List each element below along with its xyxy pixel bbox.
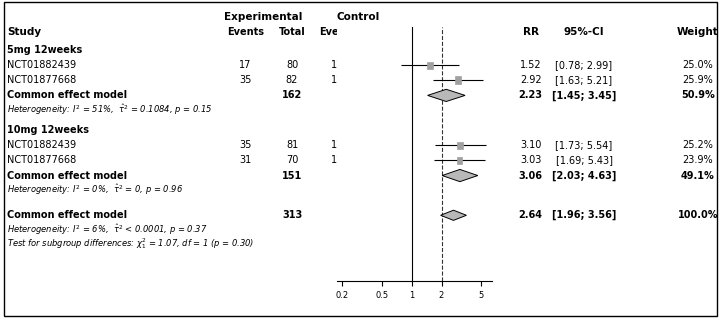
Text: NCT01882439: NCT01882439 [7, 140, 76, 150]
Text: Weight: Weight [677, 27, 719, 37]
Text: 12: 12 [331, 75, 344, 85]
Text: 86: 86 [378, 140, 389, 150]
Text: 86: 86 [378, 60, 389, 70]
Text: 3.06: 3.06 [518, 170, 543, 181]
Text: [1.73; 5.54]: [1.73; 5.54] [555, 140, 613, 150]
Polygon shape [428, 89, 465, 101]
Text: 25.0%: 25.0% [683, 60, 713, 70]
Text: 23.9%: 23.9% [683, 155, 713, 165]
Text: NCT01882439: NCT01882439 [7, 60, 76, 70]
Text: RR: RR [523, 27, 539, 37]
Text: 151: 151 [282, 170, 302, 181]
Text: Risk Ratio: Risk Ratio [411, 27, 470, 37]
Text: 50.9%: 50.9% [681, 90, 715, 100]
Text: Common effect model: Common effect model [7, 170, 128, 181]
Text: 313: 313 [282, 210, 302, 220]
Text: 162: 162 [282, 90, 302, 100]
Text: 25.9%: 25.9% [683, 75, 713, 85]
Text: 5mg 12weeks: 5mg 12weeks [7, 45, 82, 55]
Text: Common effect model: Common effect model [7, 210, 128, 220]
Text: Test for subgroup differences: $\chi^2_1$ = 1.07, df = 1 ($p$ = 0.30): Test for subgroup differences: $\chi^2_1… [7, 237, 255, 251]
Bar [455, 76, 461, 84]
Polygon shape [442, 169, 478, 182]
Text: [0.78; 2.99]: [0.78; 2.99] [555, 60, 613, 70]
Text: 31: 31 [239, 155, 251, 165]
Text: [1.63; 5.21]: [1.63; 5.21] [555, 75, 613, 85]
Text: Experimental: Experimental [224, 12, 302, 23]
Text: [2.03; 4.63]: [2.03; 4.63] [552, 170, 616, 181]
Text: 10mg 12weeks: 10mg 12weeks [7, 125, 89, 135]
Text: 82: 82 [377, 155, 390, 165]
Text: 81: 81 [286, 140, 298, 150]
Text: [1.45; 3.45]: [1.45; 3.45] [552, 90, 616, 100]
Text: [1.96; 3.56]: [1.96; 3.56] [552, 210, 616, 220]
Text: Study: Study [7, 27, 41, 37]
Text: 35: 35 [239, 140, 252, 150]
Text: Heterogeneity: $I^2$ = 51%,  $\hat{\tau}^2$ = 0.1084, $p$ = 0.15: Heterogeneity: $I^2$ = 51%, $\hat{\tau}^… [7, 102, 213, 117]
Text: NCT01877668: NCT01877668 [7, 155, 76, 165]
Bar [427, 62, 433, 69]
Text: 80: 80 [286, 60, 298, 70]
Text: 3.10: 3.10 [520, 140, 541, 150]
Text: 2.92: 2.92 [520, 75, 541, 85]
Text: 168: 168 [373, 90, 394, 100]
Text: Total: Total [278, 27, 306, 37]
Text: Total: Total [370, 27, 397, 37]
Bar [457, 142, 464, 149]
Text: 100.0%: 100.0% [678, 210, 718, 220]
Text: 12: 12 [331, 140, 344, 150]
Text: 1.52: 1.52 [520, 60, 541, 70]
Text: 25.2%: 25.2% [683, 140, 713, 150]
Text: Common effect model: Common effect model [7, 90, 128, 100]
Text: 49.1%: 49.1% [681, 170, 715, 181]
Text: Events: Events [319, 27, 356, 37]
Text: 168: 168 [373, 170, 394, 181]
Text: 17: 17 [239, 60, 252, 70]
Text: 336: 336 [373, 210, 394, 220]
Text: 3.03: 3.03 [520, 155, 541, 165]
Text: 2.64: 2.64 [518, 210, 543, 220]
Text: Events: Events [226, 27, 264, 37]
Text: [1.69; 5.43]: [1.69; 5.43] [555, 155, 613, 165]
Text: 70: 70 [286, 155, 298, 165]
Bar [456, 157, 462, 164]
Text: Heterogeneity: $I^2$ = 0%,  $\hat{\tau}^2$ = 0, $p$ = 0.96: Heterogeneity: $I^2$ = 0%, $\hat{\tau}^2… [7, 183, 183, 197]
Text: 12: 12 [331, 60, 344, 70]
Text: NCT01877668: NCT01877668 [7, 75, 76, 85]
Text: 2.23: 2.23 [518, 90, 543, 100]
Text: 35: 35 [239, 75, 252, 85]
Text: 12: 12 [331, 155, 344, 165]
Text: 95%-CI: 95%-CI [564, 27, 604, 37]
Text: 82: 82 [286, 75, 298, 85]
Text: Control: Control [337, 12, 380, 23]
Polygon shape [441, 210, 466, 220]
Text: 82: 82 [377, 75, 390, 85]
Text: Heterogeneity: $I^2$ = 6%,  $\hat{\tau}^2$ < 0.0001, $p$ = 0.37: Heterogeneity: $I^2$ = 6%, $\hat{\tau}^2… [7, 222, 208, 237]
